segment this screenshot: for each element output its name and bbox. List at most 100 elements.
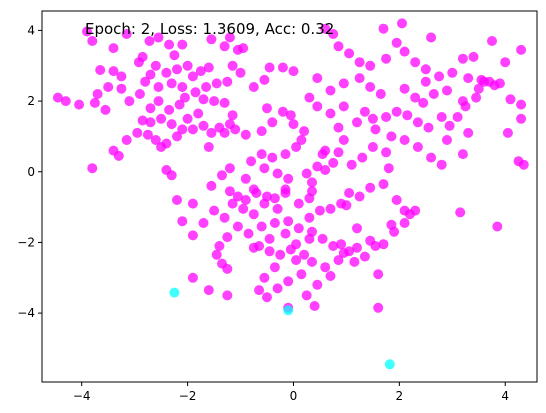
magenta-point [177, 124, 188, 135]
magenta-point [412, 142, 423, 152]
magenta-point [280, 149, 291, 160]
magenta-point [410, 92, 421, 103]
magenta-point [150, 60, 161, 71]
points-layer [52, 18, 529, 370]
magenta-point [288, 66, 299, 77]
magenta-point [259, 272, 270, 283]
cyan-point [169, 287, 180, 298]
magenta-point [198, 120, 209, 131]
magenta-point [232, 191, 243, 202]
magenta-point [262, 103, 272, 114]
magenta-point [352, 223, 362, 234]
magenta-point [52, 92, 63, 103]
magenta-point [349, 256, 360, 267]
magenta-point [359, 251, 370, 262]
magenta-point [203, 285, 214, 296]
magenta-point [248, 242, 259, 253]
magenta-point [344, 188, 355, 198]
magenta-point [325, 108, 336, 119]
magenta-point [397, 18, 407, 29]
magenta-point [272, 283, 283, 294]
magenta-point [174, 99, 185, 110]
magenta-point [275, 249, 286, 260]
magenta-point [423, 122, 434, 133]
magenta-point [312, 161, 323, 172]
magenta-point [187, 71, 198, 82]
magenta-point [352, 117, 362, 128]
magenta-point [121, 29, 132, 39]
y-tick-label: −4 [17, 306, 35, 320]
magenta-point [108, 145, 119, 156]
magenta-point [293, 198, 304, 209]
magenta-point [164, 104, 175, 115]
magenta-point [224, 32, 235, 43]
axes-frame [41, 10, 538, 383]
magenta-point [402, 110, 413, 121]
magenta-point [145, 103, 156, 114]
magenta-point [232, 221, 243, 232]
magenta-point [314, 205, 325, 216]
magenta-point [325, 271, 336, 281]
magenta-point [248, 209, 259, 220]
magenta-point [87, 36, 98, 46]
magenta-point [219, 127, 230, 138]
y-tick-label: 0 [27, 165, 35, 179]
magenta-point [243, 228, 254, 239]
magenta-point [137, 115, 148, 126]
magenta-point [399, 46, 410, 57]
magenta-point [134, 89, 145, 99]
magenta-point [487, 36, 497, 46]
magenta-point [434, 71, 445, 82]
magenta-point [436, 159, 447, 170]
magenta-point [124, 96, 135, 107]
magenta-point [267, 117, 278, 128]
magenta-point [166, 170, 177, 181]
magenta-point [269, 193, 280, 204]
magenta-point [444, 120, 455, 131]
magenta-point [338, 78, 349, 89]
y-tick-label: 2 [27, 94, 35, 108]
magenta-point [338, 101, 349, 112]
magenta-point [442, 85, 452, 96]
x-tick-label: 2 [396, 389, 404, 403]
magenta-point [473, 83, 484, 94]
magenta-point [177, 216, 188, 227]
magenta-point [325, 203, 336, 214]
magenta-point [412, 117, 423, 128]
magenta-point [198, 218, 209, 228]
magenta-point [219, 41, 230, 52]
magenta-point [378, 239, 389, 250]
magenta-point [209, 96, 220, 107]
magenta-point [238, 203, 249, 214]
magenta-point [500, 57, 511, 68]
magenta-point [137, 51, 148, 62]
x-tick-label: −4 [73, 389, 91, 403]
magenta-point [516, 44, 527, 55]
magenta-point [108, 43, 119, 54]
magenta-point [344, 48, 355, 59]
magenta-point [256, 149, 267, 160]
magenta-point [375, 89, 386, 99]
cyan-point [384, 359, 395, 370]
magenta-point [153, 82, 164, 92]
magenta-point [354, 73, 365, 84]
magenta-point [516, 113, 527, 124]
magenta-point [172, 64, 182, 75]
magenta-point [206, 127, 217, 138]
magenta-point [354, 191, 365, 202]
magenta-point [164, 39, 175, 50]
magenta-point [256, 221, 267, 232]
magenta-point [420, 64, 431, 75]
magenta-point [89, 97, 100, 108]
magenta-point [333, 122, 344, 133]
magenta-point [240, 129, 251, 140]
magenta-point [182, 60, 193, 71]
magenta-point [153, 96, 164, 107]
magenta-point [420, 76, 431, 87]
magenta-point [240, 173, 251, 184]
magenta-point [246, 156, 257, 167]
magenta-point [365, 82, 376, 92]
chart-annotation: Epoch: 2, Loss: 1.3609, Acc: 0.32 [85, 20, 334, 38]
magenta-point [357, 152, 368, 163]
magenta-point [238, 43, 249, 54]
